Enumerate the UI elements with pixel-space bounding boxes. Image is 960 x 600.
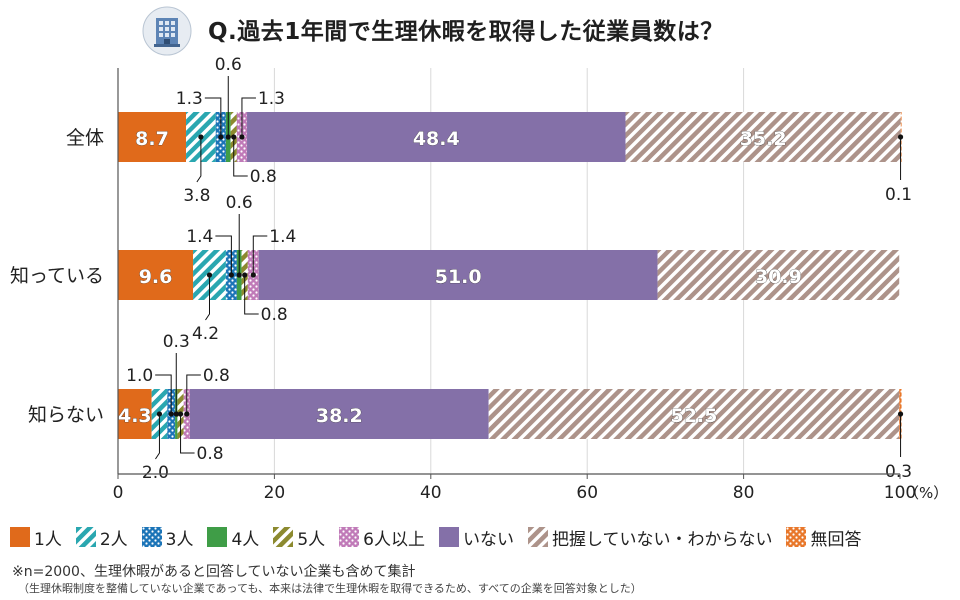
callout-label: 0.3 — [163, 332, 190, 352]
bar-segment — [258, 250, 658, 300]
bar-value-label: 30.9 — [755, 266, 802, 288]
legend-label: 6人以上 — [363, 529, 425, 550]
legend-item: 2人 — [75, 525, 128, 550]
bar-segment — [118, 112, 187, 162]
legend-swatch — [10, 527, 30, 547]
callout-label: 0.8 — [203, 366, 230, 386]
callout-leader — [180, 414, 195, 454]
legend-label: 3人 — [165, 529, 194, 550]
bar-value-label: 52.5 — [670, 405, 717, 427]
chart-title: Q.過去1年間で生理休暇を取得した従業員数は？ — [208, 19, 724, 45]
legend-swatch — [75, 527, 96, 547]
bar-value-label: 9.6 — [139, 266, 173, 288]
legend-label: いない — [462, 529, 514, 550]
callout-label: 1.4 — [186, 227, 213, 247]
office-building-icon — [142, 6, 192, 56]
callout-leader — [155, 414, 160, 460]
callout-leader — [233, 137, 248, 177]
callout-leader — [204, 97, 222, 137]
callout-leader — [155, 374, 172, 414]
legend-swatch — [273, 527, 294, 547]
callout-leader — [252, 235, 268, 275]
legend-label: 1人 — [34, 529, 62, 550]
bar-segment — [247, 112, 626, 162]
legend-item: 4人 — [207, 525, 259, 550]
legend-item: 5人 — [273, 525, 325, 550]
legend-label: 把握していない・わからない — [551, 529, 773, 550]
callout-label: 0.8 — [250, 167, 277, 187]
callout-label: 0.1 — [885, 185, 912, 205]
footnote-sample-size: ※n=2000、生理休暇があると回答していない企業も含めて集計 — [12, 564, 416, 580]
bar-value-label: 4.3 — [118, 405, 152, 427]
callout-label: 1.4 — [269, 227, 296, 247]
chart-legend: 1人 2人 3人 4人 5人 6人以上 いない 把握していない・わからない 無回答 — [10, 525, 861, 550]
x-tick-label: 40 — [420, 483, 442, 503]
legend-swatch — [207, 527, 228, 547]
bar-value-label: 51.0 — [435, 266, 482, 288]
callout-label: 0.6 — [226, 193, 253, 213]
callout-leader — [186, 374, 201, 414]
legend-label: 2人 — [99, 529, 128, 550]
legend-label: 無回答 — [810, 529, 862, 550]
callout-leader — [244, 275, 259, 315]
callout-leader — [205, 275, 210, 321]
bar-segment — [118, 250, 194, 300]
legend-item: いない — [438, 525, 514, 550]
bar-segment — [189, 389, 489, 439]
callout-label: 2.0 — [142, 463, 169, 483]
callout-leader — [215, 235, 232, 275]
legend-swatch — [527, 527, 548, 547]
x-tick-label: 60 — [576, 483, 598, 503]
legend-swatch — [786, 527, 807, 547]
y-category-label: 全体 — [66, 127, 104, 149]
bar-value-label: 8.7 — [135, 128, 169, 150]
bar-value-label: 38.2 — [316, 405, 363, 427]
callout-label: 3.8 — [183, 186, 210, 206]
callout-label: 1.3 — [176, 89, 203, 109]
legend-swatch — [141, 527, 162, 547]
legend-item: 6人以上 — [339, 525, 425, 550]
x-tick-label: 0 — [113, 483, 124, 503]
x-tick-label: 20 — [264, 483, 286, 503]
callout-label: 0.3 — [885, 462, 912, 482]
callout-label: 1.3 — [258, 89, 285, 109]
callout-label: 1.0 — [126, 366, 153, 386]
bar-segment — [657, 250, 900, 300]
legend-swatch — [339, 527, 360, 547]
legend-label: 4人 — [231, 529, 260, 550]
x-tick-label: 100 — [884, 483, 916, 503]
legend-item: 把握していない・わからない — [527, 525, 773, 550]
x-axis-unit: （%） — [904, 484, 948, 502]
callout-label: 0.6 — [215, 55, 242, 75]
legend-item: 1人 — [10, 525, 62, 550]
bar-segment — [625, 112, 901, 162]
callout-label: 0.8 — [197, 444, 224, 464]
legend-item: 3人 — [141, 525, 194, 550]
bar-value-label: 35.2 — [740, 128, 787, 150]
y-category-label: 知っている — [10, 265, 104, 287]
bar-segment — [118, 389, 152, 439]
callout-label: 4.2 — [192, 324, 219, 344]
callout-leader — [241, 97, 256, 137]
bar-segment — [488, 389, 900, 439]
y-category-label: 知らない — [28, 404, 104, 426]
callout-label: 0.8 — [261, 305, 288, 325]
chart-title-bar: Q.過去1年間で生理休暇を取得した従業員数は？ — [0, 0, 960, 62]
footnote-scope: （生理休暇制度を整備していない企業であっても、本来は法律で生理休暇を取得できるた… — [18, 582, 642, 595]
legend-item: 無回答 — [786, 525, 861, 550]
x-tick-label: 80 — [733, 483, 755, 503]
stacked-bar-chart: 8.7 48.4 35.2 1.3 0.6 1.3 3.8 0.8 0.1 9.6 51.0 30.9… — [10, 55, 948, 503]
legend-label: 5人 — [297, 529, 326, 550]
callout-leader — [196, 137, 202, 183]
legend-swatch — [438, 527, 459, 547]
bar-value-label: 48.4 — [413, 128, 460, 150]
